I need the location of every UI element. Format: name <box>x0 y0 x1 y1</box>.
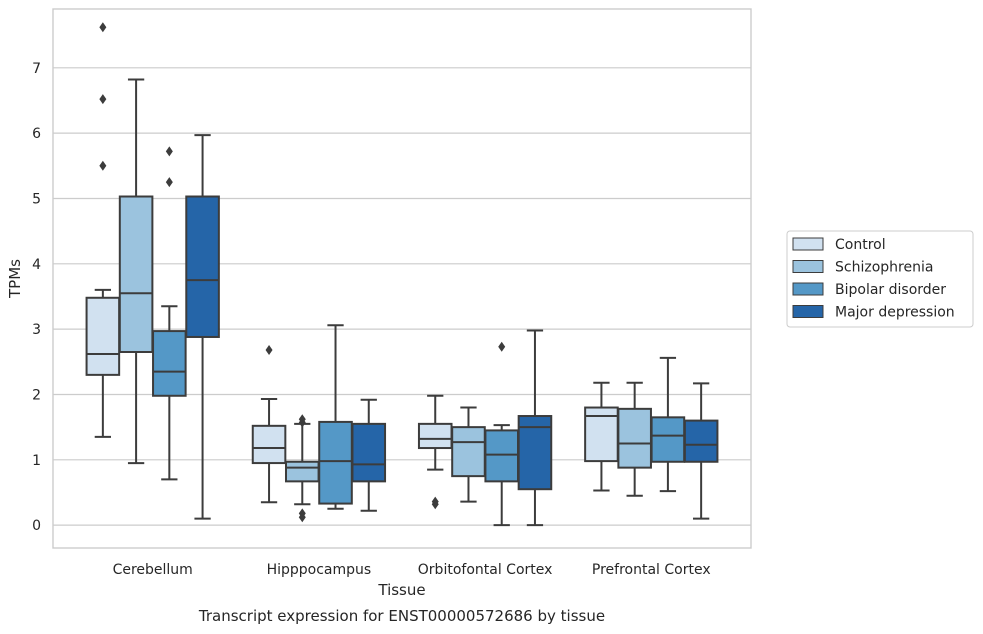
box-control <box>584 381 619 492</box>
box-schizophrenia <box>617 381 652 497</box>
box-iqr <box>351 422 387 483</box>
box-bipolar-disorder <box>152 146 187 481</box>
box-major-depression <box>351 398 387 512</box>
box-schizophrenia <box>451 406 486 503</box>
box-schizophrenia <box>118 78 154 465</box>
box-iqr <box>152 330 187 397</box>
x-tick-label: Prefrontal Cortex <box>592 562 711 578</box>
legend-swatch <box>792 260 824 273</box>
y-tick-label: 3 <box>32 322 41 338</box>
box-iqr <box>284 460 320 483</box>
legend-swatch <box>792 305 824 318</box>
box-control <box>85 22 121 438</box>
box-major-depression <box>683 382 719 520</box>
y-tick-label: 2 <box>32 387 41 403</box>
legend-label: Major depression <box>835 305 955 321</box>
legend-frame <box>786 230 974 328</box>
y-tick-label: 0 <box>32 518 41 534</box>
box-iqr <box>517 415 553 491</box>
box-iqr <box>318 420 353 505</box>
outlier-point <box>99 94 107 105</box>
y-tick-label: 1 <box>32 453 41 469</box>
legend: Control Schizophrenia Bipolar disorder Majo… <box>786 230 974 328</box>
x-tick-label: Hipppocampus <box>267 562 372 578</box>
x-tick-label: Cerebellum <box>113 562 193 578</box>
x-tick-label: Orbitofontal Cortex <box>418 562 553 578</box>
outlier-point <box>298 414 306 425</box>
box-iqr <box>185 195 220 338</box>
box-iqr <box>484 429 520 483</box>
box-major-depression <box>517 329 553 527</box>
outlier-point <box>165 177 173 188</box>
legend-swatch <box>792 282 824 296</box>
box-bipolar-disorder <box>484 341 520 527</box>
legend-label: Bipolar disorder <box>835 282 946 298</box>
y-tick-label: 6 <box>32 126 41 142</box>
box-control <box>251 345 287 504</box>
outlier-point <box>431 496 439 507</box>
outlier-point <box>498 341 506 352</box>
box-control <box>417 394 453 510</box>
outlier-point <box>265 345 273 356</box>
box-bipolar-disorder <box>318 324 353 510</box>
legend-label: Schizophrenia <box>835 260 933 276</box>
box-major-depression <box>185 134 220 520</box>
box-series <box>85 22 719 527</box>
box-bipolar-disorder <box>650 356 686 493</box>
x-axis-label: Tissue <box>377 581 425 599</box>
y-tick-label: 4 <box>32 257 41 273</box>
chart-title: Transcript expression for ENST0000057268… <box>198 607 605 625</box>
box-iqr <box>451 426 486 478</box>
box-schizophrenia <box>284 414 320 523</box>
legend-swatch <box>792 237 824 251</box>
outlier-point <box>298 508 306 519</box>
outlier-point <box>165 146 173 157</box>
y-tick-label: 7 <box>32 61 41 77</box>
y-tick-labels: 0 1 2 3 4 5 6 7 <box>32 61 41 534</box>
plot-area-frame <box>52 8 752 549</box>
box-iqr <box>617 407 652 469</box>
box-iqr <box>85 296 121 376</box>
y-axis-label: TPMs <box>6 259 24 299</box>
y-tick-label: 5 <box>32 191 41 207</box>
x-tick-labels: Cerebellum Hipppocampus Orbitofontal Corte… <box>113 562 711 578</box>
outlier-point <box>99 160 107 171</box>
box-iqr <box>417 422 453 450</box>
box-iqr <box>650 416 686 463</box>
outlier-point <box>99 22 107 33</box>
box-iqr <box>118 195 154 353</box>
box-iqr <box>251 424 287 465</box>
box-iqr <box>683 419 719 463</box>
legend-label: Control <box>835 237 886 253</box>
